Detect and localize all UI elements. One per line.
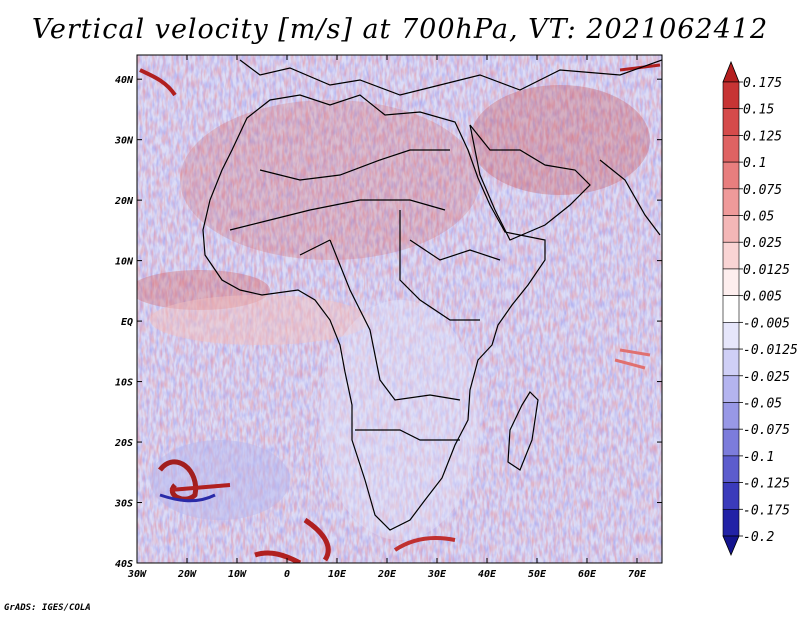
lon-tick-label: 40E [478, 569, 497, 580]
colorbar-label: 0.005 [743, 290, 782, 305]
lat-tick-label: 20S [114, 438, 133, 449]
colorbar-swatch [722, 161, 740, 190]
colorbar-swatch [722, 508, 740, 537]
lon-tick-label: 0 [284, 569, 290, 580]
lon-tick-label: 50E [528, 569, 547, 580]
arabia [469, 124, 591, 241]
lon-tick-label: 20E [377, 569, 397, 580]
lat-tick-label: EQ [121, 317, 133, 328]
colorbar-top-arrow [722, 60, 740, 83]
colorbar-label: -0.025 [743, 370, 790, 385]
lat-tick-label: 20N [114, 196, 134, 207]
colorbar-label: 0.0125 [743, 263, 790, 278]
lon-tick-label: 10E [328, 569, 347, 580]
colorbar-swatch [722, 428, 740, 457]
lat-tick-label: 10N [115, 257, 134, 268]
colorbar-swatch [722, 268, 740, 296]
lon-tick-label: 70E [628, 569, 647, 580]
colorbar-label: 0.125 [743, 129, 782, 144]
lat-tick-label: 40S [115, 559, 133, 570]
europe-coast [239, 59, 662, 96]
colorbar-bottom-arrow [722, 535, 740, 557]
colorbar: 0.175 0.15 0.125 0.1 0.075 0.05 0.025 0.0125 0.0… [722, 60, 798, 557]
colorbar-swatch [722, 455, 740, 483]
coastlines [202, 59, 662, 531]
colorbar-label: 0.05 [743, 210, 774, 225]
lon-tick-label: 30E [427, 569, 447, 580]
colorbar-swatch [722, 482, 740, 510]
lat-tick-label: 30S [114, 499, 133, 510]
lon-tick-label: 20W [177, 569, 197, 580]
colorbar-swatch [722, 108, 740, 136]
velocity-field [137, 55, 662, 563]
colorbar-label: 0.175 [743, 76, 782, 91]
lat-tick-label: 40N [115, 75, 134, 86]
colorbar-swatch [722, 241, 740, 270]
lat-tick-label: 30N [114, 136, 134, 147]
colorbar-label: -0.1 [743, 450, 774, 465]
colorbar-label: -0.0125 [743, 343, 798, 358]
africa-coastline [202, 94, 546, 531]
colorbar-swatch [722, 188, 740, 216]
colorbar-label: 0.025 [743, 236, 782, 251]
india-coast [599, 159, 661, 236]
madagascar [507, 391, 539, 471]
colorbar-label: -0.125 [743, 477, 790, 492]
colorbar-swatch [722, 322, 740, 350]
colorbar-swatch [722, 402, 740, 430]
colorbar-swatch [722, 348, 740, 377]
colorbar-label: 0.075 [743, 183, 782, 198]
map-frame [136, 54, 663, 564]
lon-tick-label: 10W [228, 569, 247, 580]
colorbar-label: -0.2 [743, 530, 774, 545]
colorbar-swatch [722, 81, 740, 110]
colorbar-label: -0.05 [743, 396, 782, 411]
lon-tick-label: 60E [578, 569, 597, 580]
colorbar-label: 0.1 [743, 156, 766, 171]
colorbar-swatch [722, 375, 740, 403]
colorbar-swatch [722, 215, 740, 243]
colorbar-label: 0.15 [743, 103, 774, 118]
lat-tick-label: 10S [115, 378, 133, 389]
credit-text: GrADS: IGES/COLA [4, 603, 91, 613]
colorbar-label: -0.175 [743, 503, 790, 518]
colorbar-label: -0.075 [743, 423, 790, 438]
colorbar-swatch [722, 295, 740, 323]
colorbar-swatch [722, 135, 740, 163]
colorbar-label: -0.005 [743, 316, 790, 331]
lon-tick-label: 30W [127, 569, 147, 580]
chart-title: Vertical velocity [m/s] at 700hPa, VT: 2… [31, 14, 769, 45]
